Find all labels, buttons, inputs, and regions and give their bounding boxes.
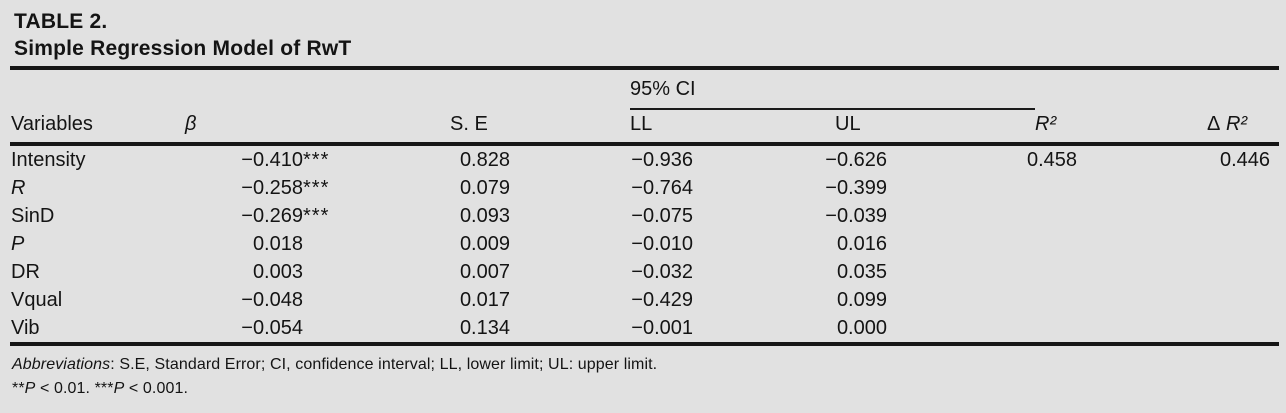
column-header-beta: β xyxy=(180,110,395,146)
table-row: R −0.258*** 0.079 −0.764 −0.399 xyxy=(10,174,1279,202)
ul-cell: −0.399 xyxy=(825,177,887,199)
table-title-block: TABLE 2. Simple Regression Model of RwT xyxy=(0,0,1286,62)
significance-stars: *** xyxy=(303,205,330,227)
r2-cell xyxy=(935,258,1115,286)
column-header-delta-r2: Δ R² xyxy=(1115,110,1280,146)
variable-cell: Intensity xyxy=(11,149,86,171)
table-caption: Simple Regression Model of RwT xyxy=(14,37,352,60)
ll-cell: −0.032 xyxy=(631,261,693,283)
r2-cell xyxy=(935,314,1115,344)
column-header-se: S. E xyxy=(395,110,565,146)
table-number: TABLE 2. xyxy=(14,10,108,33)
se-cell: 0.017 xyxy=(459,289,510,311)
table-row: SinD −0.269*** 0.093 −0.075 −0.039 xyxy=(10,202,1279,230)
beta-cell: 0.018 xyxy=(252,233,303,255)
ul-cell: −0.626 xyxy=(825,149,887,171)
ci-spanner-cell: 95% CI xyxy=(565,68,1115,110)
delta-r2-cell: 0.446 xyxy=(1219,149,1271,171)
beta-cell: −0.048 xyxy=(241,289,303,311)
ll-cell: −0.001 xyxy=(631,317,693,339)
ll-cell: −0.010 xyxy=(631,233,693,255)
ul-cell: 0.000 xyxy=(836,317,887,339)
variable-cell: R xyxy=(11,177,26,199)
significance-stars: *** xyxy=(303,149,330,171)
se-cell: 0.009 xyxy=(459,233,510,255)
column-header-ul: UL xyxy=(745,110,935,146)
beta-cell: −0.258*** xyxy=(180,174,395,202)
delta-r2-cell xyxy=(1115,258,1279,286)
column-header-r2: R² xyxy=(935,110,1116,146)
beta-cell: 0.003 xyxy=(252,261,303,283)
column-header-ll: LL xyxy=(565,110,745,146)
beta-cell: −0.269*** xyxy=(180,202,395,230)
r2-cell xyxy=(935,202,1115,230)
delta-r2-cell xyxy=(1115,174,1279,202)
significance-note: **P < 0.01. ***P < 0.001. xyxy=(12,380,188,397)
se-cell: 0.007 xyxy=(459,261,510,283)
ci-spanner-rule: 95% CI xyxy=(630,70,1035,110)
ul-cell: 0.035 xyxy=(836,261,887,283)
se-cell: 0.093 xyxy=(459,205,510,227)
table-row: Intensity −0.410*** 0.828 −0.936 −0.626 … xyxy=(10,144,1279,174)
ci-spanner-label: 95% CI xyxy=(630,78,696,100)
table-row: Vqual −0.048 0.017 −0.429 0.099 xyxy=(10,286,1279,314)
regression-table: 95% CI Variables β S. E LL UL R² Δ R² In… xyxy=(10,66,1280,346)
table-row: DR 0.003 0.007 −0.032 0.035 xyxy=(10,258,1279,286)
variable-cell: Vib xyxy=(11,317,40,339)
r2-cell xyxy=(935,174,1115,202)
table-row: P 0.018 0.009 −0.010 0.016 xyxy=(10,230,1279,258)
se-cell: 0.134 xyxy=(459,317,510,339)
delta-r2-cell xyxy=(1115,230,1279,258)
delta-r2-cell xyxy=(1115,286,1279,314)
ul-cell: 0.016 xyxy=(836,233,887,255)
variable-cell: DR xyxy=(11,261,40,283)
table-footnotes: Abbreviations: S.E, Standard Error; CI, … xyxy=(12,353,1286,401)
significance-stars: *** xyxy=(303,177,330,199)
r2-cell: 0.458 xyxy=(1026,149,1078,171)
se-cell: 0.828 xyxy=(459,149,510,171)
variable-cell: Vqual xyxy=(11,289,63,311)
ll-cell: −0.429 xyxy=(631,289,693,311)
ll-cell: −0.075 xyxy=(631,205,693,227)
abbreviations-label: Abbreviations xyxy=(12,356,111,373)
ul-cell: 0.099 xyxy=(836,289,887,311)
spanner-spacer-right xyxy=(1115,68,1279,110)
variable-cell: P xyxy=(11,233,25,255)
ll-cell: −0.764 xyxy=(631,177,693,199)
abbreviations-note: Abbreviations: S.E, Standard Error; CI, … xyxy=(12,356,658,373)
r2-cell xyxy=(935,230,1115,258)
variable-cell: SinD xyxy=(11,205,55,227)
column-header-row: Variables β S. E LL UL R² Δ R² xyxy=(10,110,1280,146)
r2-cell xyxy=(935,286,1115,314)
column-header-variables: Variables xyxy=(10,110,180,146)
spanner-spacer-left xyxy=(10,68,565,110)
se-cell: 0.079 xyxy=(459,177,510,199)
ci-spanner-row: 95% CI xyxy=(10,68,1279,110)
delta-r2-cell xyxy=(1115,202,1279,230)
table-row: Vib −0.054 0.134 −0.001 0.000 xyxy=(10,314,1279,344)
beta-cell: −0.054 xyxy=(241,317,303,339)
ul-cell: −0.039 xyxy=(825,205,887,227)
beta-cell: −0.410*** xyxy=(180,144,395,174)
delta-r2-cell xyxy=(1115,314,1279,344)
ll-cell: −0.936 xyxy=(631,149,693,171)
